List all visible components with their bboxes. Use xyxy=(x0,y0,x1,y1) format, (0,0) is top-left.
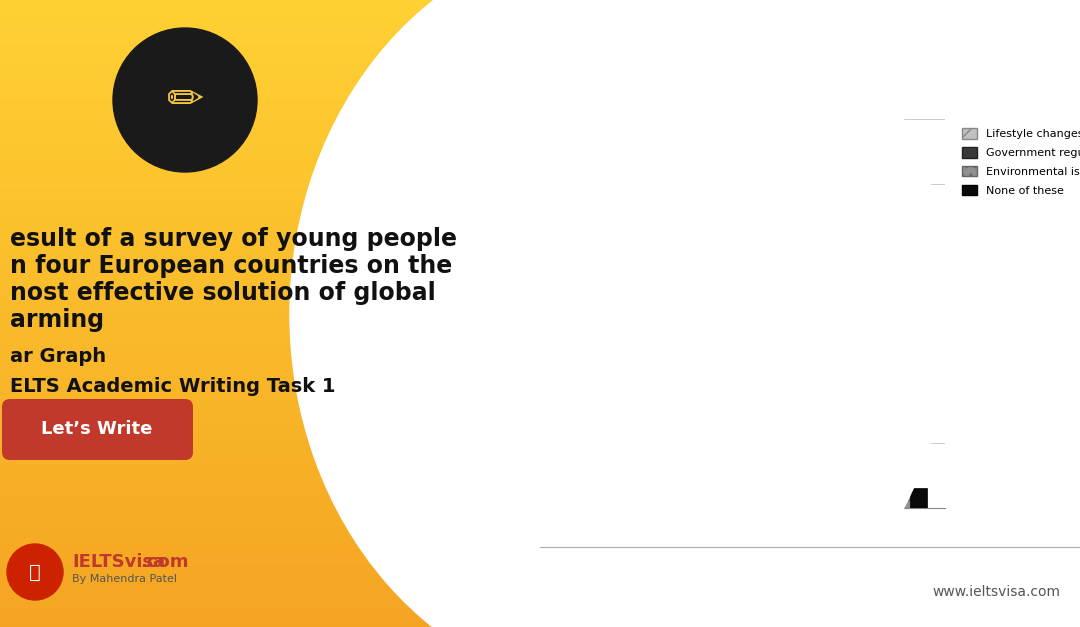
Text: IELTSvisa: IELTSvisa xyxy=(72,553,165,571)
Bar xyxy=(580,372,597,508)
Circle shape xyxy=(6,544,63,600)
Text: www.ieltsvisa.com: www.ieltsvisa.com xyxy=(932,585,1059,599)
Bar xyxy=(564,197,580,508)
Legend: Lifestyle changes, Government regu, Environmental is, None of these: Lifestyle changes, Government regu, Envi… xyxy=(959,125,1080,199)
Bar xyxy=(811,488,828,508)
Text: Let’s Write: Let’s Write xyxy=(41,420,152,438)
Bar xyxy=(679,398,696,508)
Text: .com: .com xyxy=(140,553,189,571)
Bar xyxy=(613,488,631,508)
Bar xyxy=(597,391,613,508)
Bar xyxy=(893,372,910,508)
Text: arming: arming xyxy=(10,308,104,332)
Bar xyxy=(662,281,679,508)
Text: ✏: ✏ xyxy=(166,78,204,122)
Bar xyxy=(877,385,893,508)
Ellipse shape xyxy=(291,0,950,627)
Bar xyxy=(761,314,778,508)
Text: esult of a survey of young people: esult of a survey of young people xyxy=(10,227,457,251)
Bar xyxy=(696,378,713,508)
Bar xyxy=(910,488,927,508)
Text: n four European countries on the: n four European countries on the xyxy=(10,254,453,278)
Text: nost effective solution of global: nost effective solution of global xyxy=(10,281,435,305)
Text: ar Graph: ar Graph xyxy=(10,347,106,366)
FancyBboxPatch shape xyxy=(2,399,193,460)
Text: ELTS Academic Writing Task 1: ELTS Academic Writing Task 1 xyxy=(10,377,336,396)
Text: 🎓: 🎓 xyxy=(29,562,41,581)
Bar xyxy=(778,366,795,508)
Bar xyxy=(795,352,811,508)
Bar xyxy=(860,359,877,508)
Circle shape xyxy=(113,28,257,172)
Text: By Mahendra Patel: By Mahendra Patel xyxy=(72,574,177,584)
Bar xyxy=(713,488,729,508)
